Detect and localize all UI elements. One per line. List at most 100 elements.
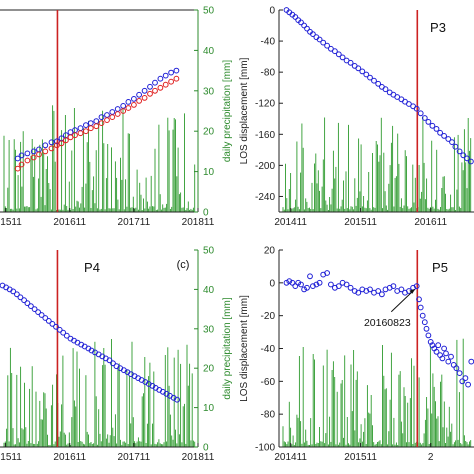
x-tick-label: 201511	[344, 217, 377, 228]
data-point	[21, 297, 28, 304]
data-point	[371, 77, 377, 84]
y2-tick-label: 50	[203, 246, 215, 257]
data-point	[465, 381, 472, 388]
y2-axis-title: daily precipitation [mm]	[222, 297, 233, 399]
x-tick-label: 201711	[118, 452, 151, 463]
data-point	[445, 358, 452, 365]
data-point	[48, 139, 55, 146]
x-tick-label: 201511	[344, 452, 377, 463]
data-point	[429, 122, 436, 129]
data-point	[36, 151, 42, 158]
annotation-arrowhead	[409, 288, 416, 294]
data-point	[157, 75, 164, 82]
data-point	[443, 350, 449, 357]
y-tick-label: -60	[261, 377, 276, 388]
data-point	[307, 273, 313, 280]
data-point	[283, 279, 290, 286]
data-point	[30, 148, 37, 155]
data-point	[335, 51, 342, 58]
annotation-arrow	[390, 289, 415, 313]
x-tick-label: 201411	[274, 452, 307, 463]
data-point	[24, 150, 31, 157]
data-point	[419, 312, 426, 319]
data-point	[120, 103, 127, 109]
data-point	[10, 288, 17, 295]
data-point	[379, 291, 385, 298]
y2-tick-label: 50	[203, 6, 215, 17]
data-point	[416, 296, 422, 303]
data-point	[343, 281, 350, 288]
data-point	[17, 294, 24, 301]
y2-axis-title: daily precipitation [mm]	[222, 60, 233, 162]
data-point	[359, 68, 366, 75]
data-point	[298, 19, 304, 26]
y-tick-label: 20	[264, 246, 276, 257]
data-point	[114, 106, 121, 112]
data-point	[168, 69, 175, 76]
y-axis-title: LOS displacement [mm]	[239, 295, 250, 402]
data-point	[14, 155, 21, 162]
data-point	[417, 110, 424, 117]
y-tick-label: -100	[255, 443, 275, 454]
data-point	[456, 148, 463, 155]
y2-tick-label: 20	[203, 364, 215, 375]
data-point	[324, 42, 331, 49]
data-point	[335, 283, 342, 290]
data-point	[286, 278, 293, 285]
panel-label: P4	[84, 260, 100, 275]
y-tick-label: -160	[255, 130, 275, 141]
y-tick-label: -240	[255, 192, 275, 203]
data-point	[98, 120, 105, 126]
data-point	[423, 325, 430, 332]
data-point	[468, 158, 474, 165]
data-point	[310, 283, 316, 290]
x-tick-label: 201611	[414, 217, 447, 228]
panel-label: P5	[432, 260, 448, 275]
data-point	[355, 65, 362, 72]
data-point	[382, 86, 389, 93]
data-point	[53, 323, 59, 330]
data-point	[324, 270, 331, 276]
data-point	[131, 102, 137, 108]
data-point	[375, 80, 382, 87]
x-tick-label: 201611	[53, 452, 86, 463]
y-tick-label: -80	[261, 68, 276, 79]
data-point	[310, 31, 316, 37]
data-point	[316, 36, 323, 43]
data-point	[355, 289, 362, 296]
data-point	[174, 396, 181, 403]
data-point	[452, 143, 459, 150]
data-point	[104, 112, 110, 118]
y2-tick-label: 30	[203, 86, 215, 97]
data-point	[292, 283, 299, 290]
data-point	[28, 303, 34, 310]
data-point	[56, 326, 63, 333]
data-point	[437, 129, 444, 136]
data-point	[421, 319, 428, 326]
panel-top-right: 201411 201511 201611 0 -40 -80 -120 -160 -200 -24…	[239, 6, 474, 228]
y-axis-title: LOS displacement [mm]	[239, 57, 250, 164]
data-point	[30, 154, 37, 161]
y2-tick-label: 40	[203, 285, 215, 296]
data-point	[93, 118, 100, 124]
data-point	[445, 136, 452, 142]
data-point	[120, 108, 127, 114]
data-point	[453, 365, 460, 372]
data-point	[18, 161, 25, 168]
data-point	[157, 84, 164, 91]
data-point	[141, 87, 148, 94]
data-point	[54, 142, 60, 149]
data-point	[63, 332, 70, 339]
data-point	[141, 95, 148, 101]
panel-letter: (c)	[177, 259, 190, 271]
data-point	[152, 87, 158, 94]
data-point	[433, 348, 440, 355]
data-point	[42, 142, 49, 149]
data-point	[152, 79, 158, 86]
x-tick-label: 201511	[0, 452, 22, 463]
data-point	[114, 111, 121, 117]
data-point	[72, 127, 78, 134]
data-point	[425, 119, 432, 125]
data-point	[72, 132, 78, 139]
